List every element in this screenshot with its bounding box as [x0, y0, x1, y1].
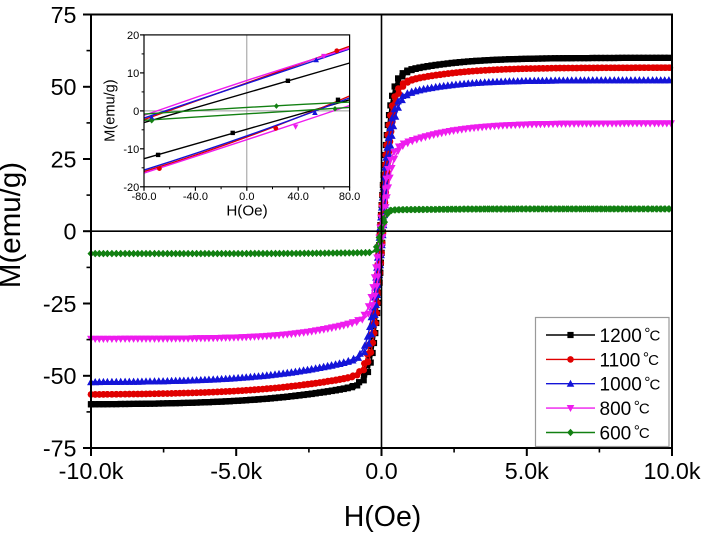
svg-text:0: 0: [64, 219, 77, 245]
svg-text:0: 0: [133, 106, 139, 118]
svg-text:1200°C: 1200 °C: [600, 326, 661, 347]
svg-text:80.0: 80.0: [339, 191, 360, 203]
svg-text:600°C: 600 °C: [600, 423, 650, 444]
svg-text:1100°C: 1100 °C: [600, 350, 660, 371]
svg-text:40.0: 40.0: [287, 191, 308, 203]
svg-text:M(emu/g): M(emu/g): [0, 162, 27, 288]
svg-text:-5.0k: -5.0k: [210, 458, 262, 484]
svg-text:75: 75: [51, 2, 77, 28]
svg-text:H(Oe): H(Oe): [226, 203, 267, 220]
svg-text:10: 10: [127, 68, 139, 80]
svg-text:-10: -10: [123, 144, 139, 156]
svg-text:20: 20: [127, 30, 139, 42]
svg-text:-20: -20: [123, 182, 139, 194]
svg-text:-75: -75: [43, 435, 77, 461]
svg-text:5.0k: 5.0k: [505, 458, 549, 484]
svg-text:-10.0k: -10.0k: [59, 458, 124, 484]
svg-text:25: 25: [51, 146, 77, 172]
svg-text:M(emu/g): M(emu/g): [103, 79, 119, 141]
svg-text:10.0k: 10.0k: [644, 458, 701, 484]
svg-text:H(Oe): H(Oe): [344, 501, 422, 533]
svg-text:50: 50: [51, 74, 77, 100]
svg-text:-50: -50: [43, 363, 77, 389]
svg-text:-40.0: -40.0: [183, 191, 208, 203]
svg-text:1000°C: 1000 °C: [600, 374, 661, 395]
svg-text:-25: -25: [43, 291, 77, 317]
svg-text:0.0: 0.0: [239, 191, 254, 203]
svg-text:800°C: 800 °C: [600, 399, 650, 420]
svg-text:-80.0: -80.0: [131, 191, 156, 203]
svg-text:0.0: 0.0: [365, 458, 397, 484]
